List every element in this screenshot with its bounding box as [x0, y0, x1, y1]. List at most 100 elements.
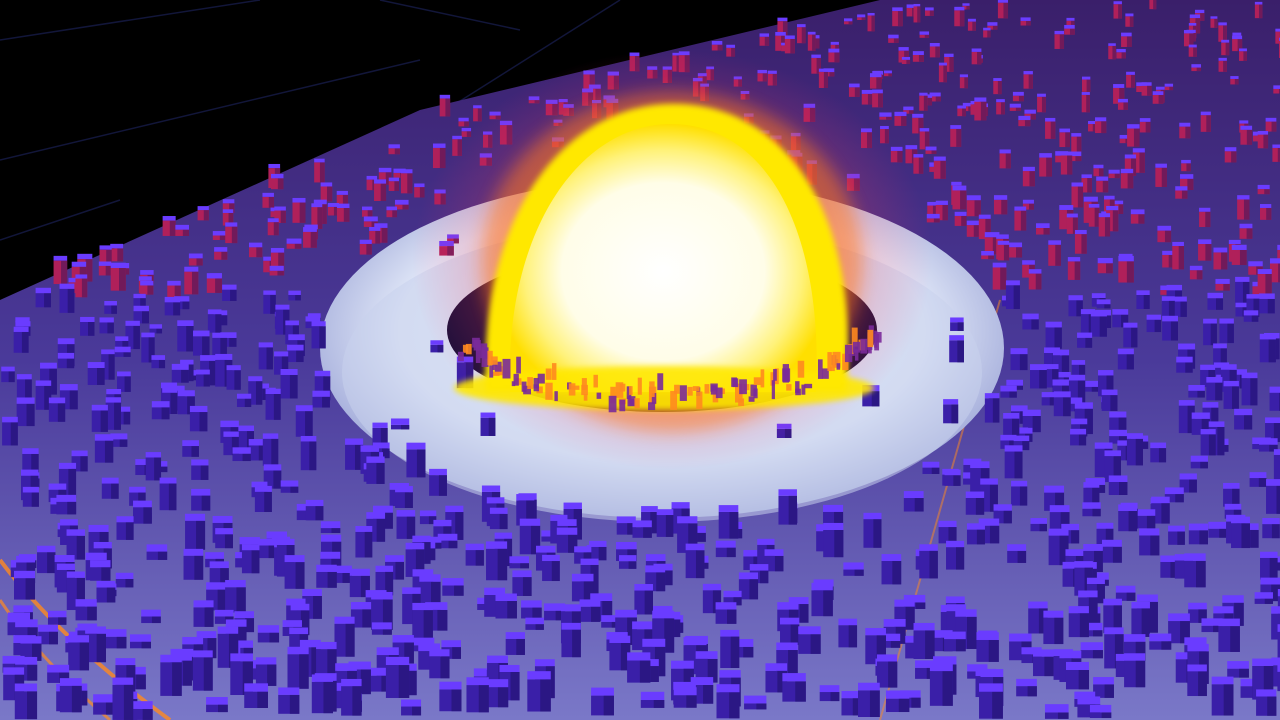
voxel-building: [75, 274, 88, 298]
voxel-building: [952, 185, 967, 210]
voxel-building: [334, 616, 355, 657]
voxel-building: [16, 397, 35, 427]
voxel-building: [116, 516, 134, 540]
ember-building: [687, 386, 693, 396]
voxel-building: [879, 112, 892, 120]
voxel-building: [226, 365, 241, 390]
voxel-building: [823, 522, 844, 558]
voxel-building: [91, 404, 108, 432]
ember-building: [753, 388, 758, 399]
voxel-building: [1044, 704, 1069, 719]
ember-building: [651, 393, 657, 404]
ember-building: [511, 381, 516, 387]
voxel-building: [36, 545, 56, 574]
voxel-building: [1083, 482, 1100, 504]
voxel-building: [232, 447, 251, 462]
voxel-building: [726, 44, 736, 57]
voxel-building: [57, 352, 75, 369]
voxel-building: [263, 290, 276, 314]
grid-line: [0, 59, 421, 161]
voxel-building: [311, 321, 326, 349]
voxel-building: [486, 541, 508, 581]
voxel-building: [863, 512, 882, 548]
voxel-building: [929, 92, 941, 102]
voxel-building: [881, 554, 902, 585]
voxel-building: [1235, 276, 1250, 306]
voxel-building: [314, 158, 325, 183]
voxel-building: [1028, 269, 1042, 290]
voxel-building: [400, 169, 413, 194]
voxel-building: [269, 265, 284, 276]
ember-building: [593, 374, 598, 388]
voxel-building: [922, 461, 940, 474]
voxel-building: [946, 540, 965, 570]
voxel-building: [1273, 85, 1280, 94]
voxel-building: [248, 376, 263, 405]
ember-building: [521, 381, 527, 392]
voxel-building: [258, 342, 273, 370]
voxel-building: [723, 590, 742, 606]
ember-building: [852, 341, 861, 353]
voxel-building: [177, 320, 194, 352]
ember-building: [797, 360, 805, 378]
voxel-building: [66, 529, 85, 560]
voxel-building: [406, 442, 426, 478]
voxel-building: [1191, 64, 1202, 72]
voxel-building: [1199, 207, 1211, 228]
voxel-building: [1206, 377, 1223, 401]
voxel-building: [441, 640, 461, 659]
voxel-building: [1269, 258, 1280, 283]
voxel-building: [458, 117, 469, 127]
voxel-building: [388, 177, 400, 191]
voxel-building: [843, 562, 864, 576]
voxel-building: [1022, 313, 1039, 330]
voxel-building: [99, 317, 114, 334]
voxel-building: [207, 309, 222, 333]
voxel-building: [1241, 372, 1258, 406]
ember-building: [533, 384, 539, 389]
voxel-building: [685, 543, 705, 579]
ember-building: [487, 350, 493, 366]
voxel-building: [1184, 553, 1206, 588]
voxel-building: [1227, 661, 1249, 678]
voxel-building: [1178, 400, 1195, 434]
ember-building: [860, 338, 868, 354]
voxel-building: [883, 70, 892, 77]
voxel-building: [87, 362, 105, 385]
voxel-building: [1223, 482, 1240, 507]
voxel-building: [394, 199, 409, 210]
voxel-building: [797, 24, 806, 44]
voxel-building: [171, 363, 189, 383]
ember-building: [457, 351, 464, 362]
voxel-building: [1037, 93, 1046, 113]
voxel-building: [1152, 91, 1164, 104]
voxel-building: [115, 572, 134, 588]
voxel-building: [571, 573, 594, 602]
voxel-building: [1150, 442, 1167, 463]
voxel-building: [303, 227, 317, 248]
voxel-building: [1022, 166, 1035, 187]
voxel-building: [1213, 343, 1227, 367]
voxel-building: [145, 452, 162, 481]
voxel-building: [215, 528, 233, 549]
voxel-building: [1259, 293, 1275, 314]
voxel-building: [879, 633, 901, 648]
fireball-core: [509, 123, 817, 392]
voxel-building: [1125, 13, 1134, 27]
voxel-building: [133, 293, 146, 310]
ember-building: [581, 378, 587, 390]
voxel-building: [320, 551, 341, 567]
ember-building: [712, 390, 719, 403]
voxel-building: [673, 687, 697, 708]
voxel-building: [485, 679, 509, 708]
voxel-building: [1068, 606, 1089, 638]
ember-building: [829, 366, 835, 372]
ember-building: [782, 368, 791, 382]
voxel-building: [1257, 184, 1270, 195]
voxel-building: [992, 262, 1007, 290]
voxel-building: [838, 618, 858, 648]
voxel-building: [1161, 296, 1175, 318]
voxel-building: [1030, 364, 1047, 389]
